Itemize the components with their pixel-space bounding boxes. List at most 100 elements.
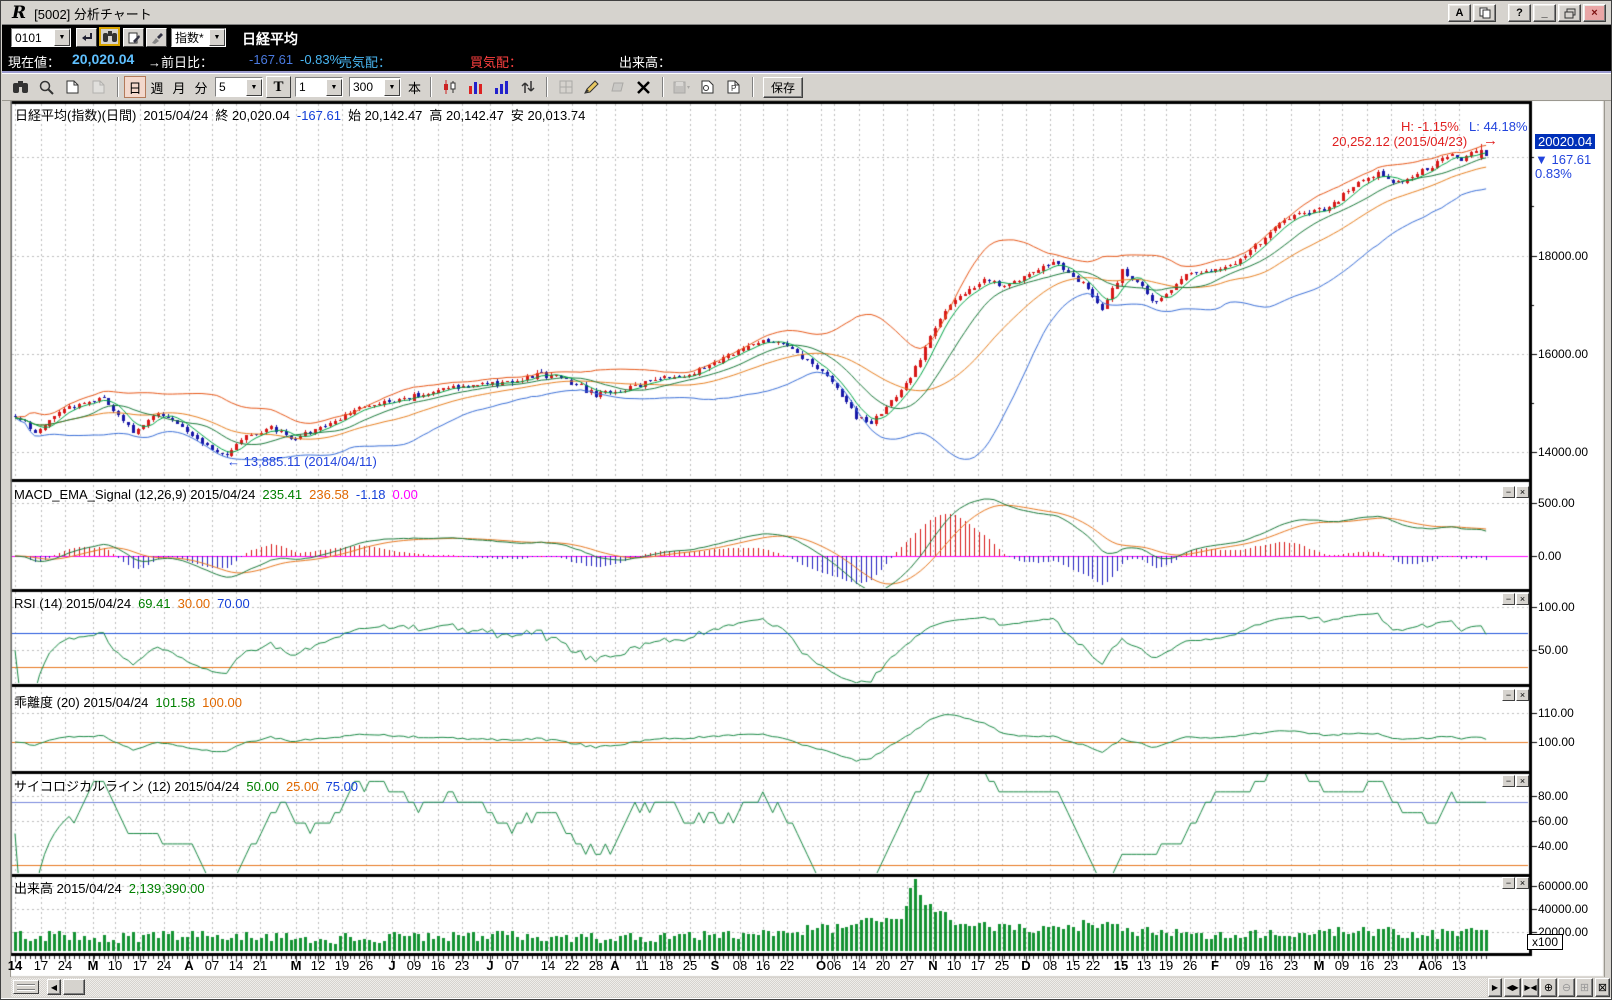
- panel-close-button[interactable]: ×: [1516, 689, 1529, 701]
- delete-drawing-button[interactable]: [631, 76, 657, 98]
- chart-type-select[interactable]: 指数* ▼: [171, 28, 226, 47]
- scrollbar-grip[interactable]: [13, 980, 39, 994]
- disk-icon: [673, 81, 690, 93]
- current-price: 20,020.04: [72, 51, 135, 67]
- symbol-name: 日経平均: [242, 31, 298, 47]
- binoculars-icon: [102, 31, 117, 42]
- period-day-button[interactable]: 日: [124, 76, 146, 98]
- magnifier-icon: [39, 80, 54, 95]
- toolbar-separator: [117, 77, 119, 97]
- eraser-icon: [611, 82, 624, 92]
- bars-dropdown-button[interactable]: ▼: [384, 78, 400, 96]
- period-minute-button[interactable]: 分: [194, 80, 208, 96]
- zoom-button[interactable]: [34, 76, 59, 98]
- right-frame: [1604, 101, 1611, 977]
- current-price-label: 現在値：: [8, 55, 61, 70]
- clear-button[interactable]: [146, 28, 167, 47]
- scroll-left-button[interactable]: ◀: [47, 979, 61, 995]
- expand-bars-button[interactable]: ◀▶: [1504, 978, 1521, 997]
- blue-bars-icon: [495, 81, 509, 94]
- jump-button[interactable]: [8, 76, 33, 98]
- bars-unit-label: 本: [408, 80, 422, 96]
- enter-icon: [82, 33, 92, 41]
- ask-label: 売気配：: [339, 55, 392, 70]
- zoom-in-button[interactable]: ⊕: [1540, 978, 1557, 997]
- page-edit-icon: [128, 32, 140, 43]
- candle-style-button[interactable]: [437, 76, 463, 98]
- panel-close-button[interactable]: ×: [1516, 593, 1529, 605]
- scroll-right-button[interactable]: ▶: [1488, 978, 1502, 997]
- volume-chart-button[interactable]: [489, 76, 515, 98]
- tick-button[interactable]: T: [266, 76, 291, 98]
- title-bar: R [5002] 分析チャート A ? _ ×: [2, 2, 1611, 25]
- erase-button[interactable]: [605, 76, 631, 98]
- compress-bars-button[interactable]: ▶◀: [1522, 978, 1539, 997]
- chart-type-dropdown-button[interactable]: ▼: [209, 29, 225, 46]
- toolbar-separator: [662, 77, 665, 97]
- bar-count-select[interactable]: 300 ▼: [349, 77, 401, 97]
- horizontal-scrollbar[interactable]: ◀: [11, 978, 1487, 997]
- volume-label: 出来高：: [619, 55, 672, 70]
- toolbar-separator: [430, 77, 433, 97]
- copy-window-button[interactable]: [1473, 4, 1496, 22]
- left-frame: [1, 101, 11, 977]
- edit-button[interactable]: [123, 28, 144, 47]
- panel-minimize-button[interactable]: −: [1502, 689, 1515, 701]
- up-down-arrows-icon: [520, 81, 535, 93]
- panel-minimize-button[interactable]: −: [1502, 775, 1515, 787]
- prev-day-label: →前日比：: [148, 55, 214, 70]
- panel-close-button[interactable]: ×: [1516, 486, 1529, 498]
- search-button[interactable]: [99, 27, 120, 46]
- tick-unit-select[interactable]: 1 ▼: [295, 77, 343, 97]
- window-title: [5002] 分析チャート: [34, 6, 152, 22]
- draw-button[interactable]: [579, 76, 605, 98]
- save-button[interactable]: 保存: [763, 76, 804, 98]
- toolbar-separator: [752, 77, 755, 97]
- sort-button[interactable]: [515, 76, 541, 98]
- grid-button[interactable]: [553, 76, 579, 98]
- enter-button[interactable]: [76, 28, 97, 47]
- x-icon: [637, 80, 650, 94]
- minimize-button[interactable]: _: [1533, 4, 1556, 22]
- symbol-dropdown-button[interactable]: ▼: [54, 29, 70, 46]
- restore-button[interactable]: [1558, 4, 1581, 22]
- grid-icon: [559, 80, 573, 94]
- svg-text:P: P: [731, 84, 736, 93]
- new-page-button[interactable]: [60, 76, 85, 98]
- price-change-pct: -0.83%: [300, 52, 342, 67]
- candlestick-icon: [444, 80, 456, 94]
- panel-close-button[interactable]: ×: [1516, 877, 1529, 889]
- symbol-input[interactable]: 0101 ▼: [11, 28, 71, 47]
- copy-page-button[interactable]: [695, 76, 721, 98]
- interval-dropdown-button[interactable]: ▼: [246, 78, 262, 96]
- close-panel-button[interactable]: ⊠: [1595, 978, 1610, 997]
- help-button[interactable]: ?: [1508, 4, 1531, 22]
- infobar-separator: [2, 71, 1611, 74]
- panel-minimize-button[interactable]: −: [1502, 877, 1515, 889]
- minute-interval-select[interactable]: 5 ▼: [215, 77, 263, 97]
- period-week-button[interactable]: 週: [150, 80, 164, 96]
- font-size-button[interactable]: A: [1448, 4, 1471, 22]
- panel-minimize-button[interactable]: −: [1502, 486, 1515, 498]
- page-restore-button[interactable]: [86, 76, 111, 98]
- fit-view-button[interactable]: ⊞: [1576, 978, 1593, 997]
- page-icon: [66, 80, 79, 94]
- close-button[interactable]: ×: [1583, 4, 1606, 22]
- toolbar-separator: [546, 77, 549, 97]
- tick-dropdown-button[interactable]: ▼: [326, 78, 342, 96]
- page-icon: [92, 80, 105, 94]
- page-paste-icon: P: [727, 80, 740, 94]
- copy-icon: [1479, 7, 1490, 19]
- marketspeed-logo-icon: R: [12, 3, 27, 23]
- period-month-button[interactable]: 月: [172, 80, 186, 96]
- panel-minimize-button[interactable]: −: [1502, 593, 1515, 605]
- panel-close-button[interactable]: ×: [1516, 775, 1529, 787]
- save-image-button[interactable]: [669, 76, 695, 98]
- zoom-out-button[interactable]: ⊖: [1558, 978, 1575, 997]
- compare-chart-button[interactable]: [463, 76, 489, 98]
- page-copy-icon: [701, 80, 714, 94]
- paste-page-button[interactable]: P: [721, 76, 747, 98]
- scrollbar-thumb[interactable]: [63, 979, 85, 995]
